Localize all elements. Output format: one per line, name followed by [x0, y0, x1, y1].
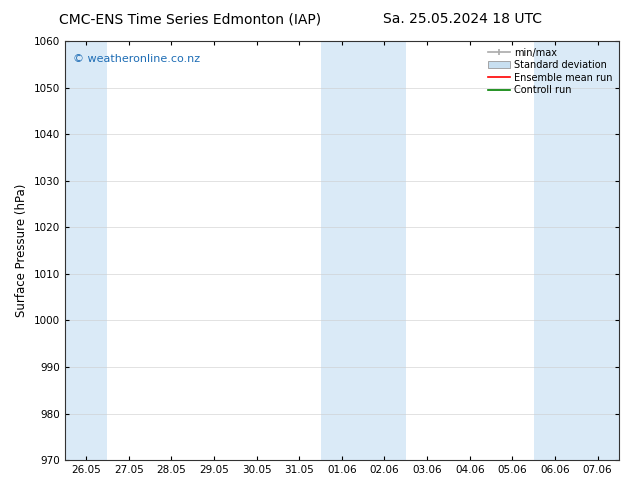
Bar: [534, 41, 619, 460]
Bar: [321, 41, 406, 460]
Legend: min/max, Standard deviation, Ensemble mean run, Controll run: min/max, Standard deviation, Ensemble me…: [486, 46, 614, 97]
Bar: [65, 41, 107, 460]
Text: Sa. 25.05.2024 18 UTC: Sa. 25.05.2024 18 UTC: [384, 12, 542, 26]
Y-axis label: Surface Pressure (hPa): Surface Pressure (hPa): [15, 184, 28, 318]
Text: CMC-ENS Time Series Edmonton (IAP): CMC-ENS Time Series Edmonton (IAP): [59, 12, 321, 26]
Text: © weatheronline.co.nz: © weatheronline.co.nz: [73, 53, 200, 64]
